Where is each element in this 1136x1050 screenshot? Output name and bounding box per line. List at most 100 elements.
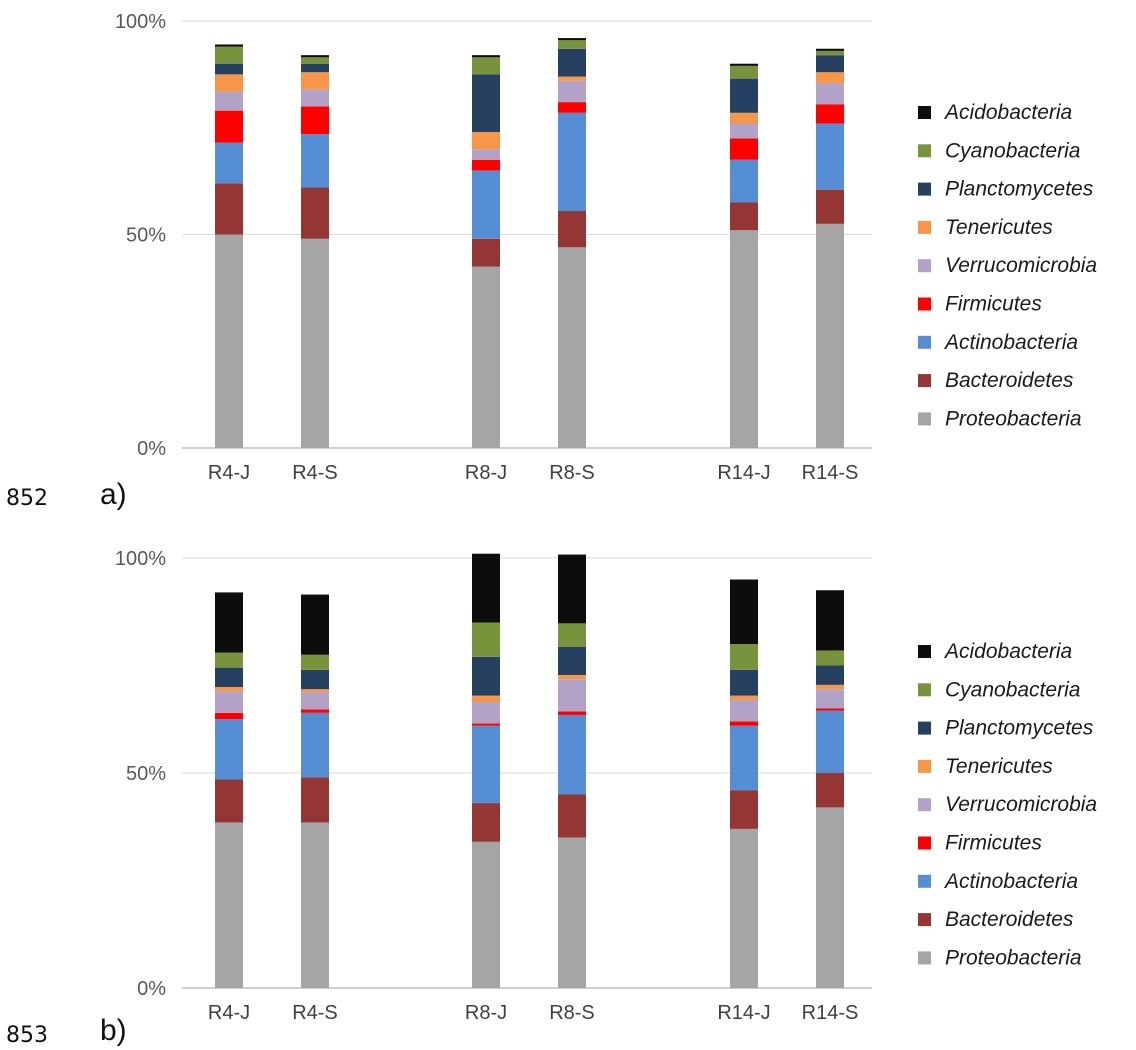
bar-segment-verrucomicrobia-r4-s [301,89,329,107]
bar-segment-actinobacteria-r8-j [472,725,500,804]
bar-segment-acidobacteria-r4-s [301,594,329,655]
bar-segment-firmicutes-r4-s [301,106,329,135]
bar-segment-verrucomicrobia-r14-j [730,699,758,722]
bar-segment-verrucomicrobia-r8-s [558,679,586,712]
bar-segment-verrucomicrobia-r4-j [215,91,243,111]
bar-segment-actinobacteria-r4-j [215,142,243,184]
x-tick-label: R14-J [717,462,770,484]
bar-segment-planctomycetes-r8-j [472,656,500,696]
legend-label-planctomycetes: Planctomycetes [945,178,1094,201]
panel-label-a: a) [100,478,127,511]
bar-segment-cyanobacteria-r14-j [730,644,758,670]
y-tick-label: 50% [126,763,166,785]
legend-swatch-firmicutes [918,297,931,311]
bar-segment-cyanobacteria-r4-s [301,654,329,670]
bar-segment-bacteroidetes-r14-s [816,773,844,808]
bar-segment-acidobacteria-r14-s [816,590,844,651]
legend-label-proteobacteria: Proteobacteria [945,946,1082,969]
bar-segment-proteobacteria-r4-s [301,822,329,988]
legend-swatch-tenericutes [918,759,931,773]
bar-segment-actinobacteria-r14-j [730,725,758,791]
bar-segment-acidobacteria-r8-s [558,38,586,41]
bar-segment-proteobacteria-r14-s [816,807,844,988]
bar-segment-acidobacteria-r14-j [730,63,758,66]
legend-label-firmicutes: Firmicutes [945,293,1042,316]
line-number-852: 852 [6,486,48,511]
bar-segment-actinobacteria-r4-j [215,719,243,780]
legend-label-planctomycetes: Planctomycetes [945,717,1094,740]
bar-segment-tenericutes-r4-j [215,687,243,692]
legend-swatch-bacteroidetes [918,913,931,927]
panel-label-b: b) [100,1014,127,1047]
bar-segment-proteobacteria-r14-j [730,230,758,448]
legend-label-bacteroidetes: Bacteroidetes [945,908,1074,931]
chart-panel-b: 0% 50% 100% R4-J R4-S R8-J R8-S R14-J R14-S Acido… [115,548,1097,1024]
legend-swatch-planctomycetes [918,721,931,735]
bar-segment-firmicutes-r14-s [816,104,844,124]
bar-segment-verrucomicrobia-r8-j [472,702,500,724]
bar-segment-acidobacteria-r8-j [472,553,500,623]
bar-segment-cyanobacteria-r8-s [558,623,586,648]
bar-segment-tenericutes-r8-s [558,76,586,81]
bar-segment-tenericutes-r14-j [730,695,758,700]
legend-swatch-proteobacteria [918,951,931,965]
legend-swatch-verrucomicrobia [918,259,931,273]
bar-segment-acidobacteria-r8-j [472,55,500,58]
bar-segment-acidobacteria-r4-j [215,44,243,47]
bar-segment-bacteroidetes-r14-j [730,202,758,231]
legend-swatch-actinobacteria [918,335,931,349]
bar-segment-proteobacteria-r8-s [558,837,586,988]
bar-segment-proteobacteria-r14-j [730,828,758,988]
bar-segment-proteobacteria-r4-s [301,238,329,448]
bar-segment-cyanobacteria-r14-s [816,50,844,56]
bar-segment-bacteroidetes-r4-s [301,187,329,239]
bar-segment-actinobacteria-r14-j [730,159,758,203]
bar-segment-tenericutes-r8-s [558,674,586,680]
bar-segment-proteobacteria-r8-j [472,841,500,988]
bar-segment-bacteroidetes-r4-j [215,779,243,823]
bar-segment-planctomycetes-r14-s [816,665,844,685]
legend-swatch-firmicutes [918,836,931,850]
x-tick-label: R8-J [465,1002,507,1024]
legend-label-acidobacteria: Acidobacteria [943,640,1072,663]
bar-segment-verrucomicrobia-r8-s [558,80,586,103]
bar-segment-tenericutes-r8-j [472,695,500,703]
bar-segment-firmicutes-r8-j [472,159,500,171]
x-tick-label: R14-J [717,1002,770,1024]
bar-segment-actinobacteria-r14-s [816,123,844,190]
bar-segment-proteobacteria-r4-j [215,234,243,448]
bar-segment-verrucomicrobia-r14-s [816,689,844,709]
bar-segment-proteobacteria-r8-s [558,247,586,448]
bar-segment-cyanobacteria-r4-j [215,652,243,668]
bar-segment-verrucomicrobia-r4-j [215,691,243,713]
legend-swatch-actinobacteria [918,874,931,888]
bar-segment-firmicutes-r8-s [558,102,586,113]
bar-segment-tenericutes-r14-s [816,72,844,83]
legend-swatch-bacteroidetes [918,374,931,388]
bar-segment-verrucomicrobia-r4-s [301,692,329,710]
legend-swatch-cyanobacteria [918,683,931,697]
bar-segment-firmicutes-r14-j [730,721,758,726]
bar-segment-tenericutes-r4-j [215,74,243,92]
bar-segment-acidobacteria-r14-j [730,579,758,644]
x-tick-label: R8-S [549,1002,595,1024]
legend-label-proteobacteria: Proteobacteria [945,407,1082,430]
bar-segment-tenericutes-r8-j [472,132,500,150]
bar-segment-firmicutes-r8-s [558,711,586,715]
legend-swatch-proteobacteria [918,412,931,426]
legend-label-cyanobacteria: Cyanobacteria [945,678,1080,701]
x-tick-label: R4-J [208,462,250,484]
legend-swatch-acidobacteria [918,645,931,658]
bar-segment-tenericutes-r14-j [730,112,758,124]
bar-segment-tenericutes-r4-s [301,689,329,693]
x-tick-label: R4-S [292,462,338,484]
bar-segment-acidobacteria-r14-s [816,48,844,51]
bar-segment-firmicutes-r14-j [730,138,758,160]
legend-label-tenericutes: Tenericutes [945,755,1053,778]
legend-swatch-tenericutes [918,220,931,234]
x-tick-label: R14-S [802,1002,859,1024]
bar-segment-planctomycetes-r14-s [816,55,844,73]
x-tick-label: R8-S [549,462,595,484]
bar-segment-planctomycetes-r4-j [215,63,243,75]
